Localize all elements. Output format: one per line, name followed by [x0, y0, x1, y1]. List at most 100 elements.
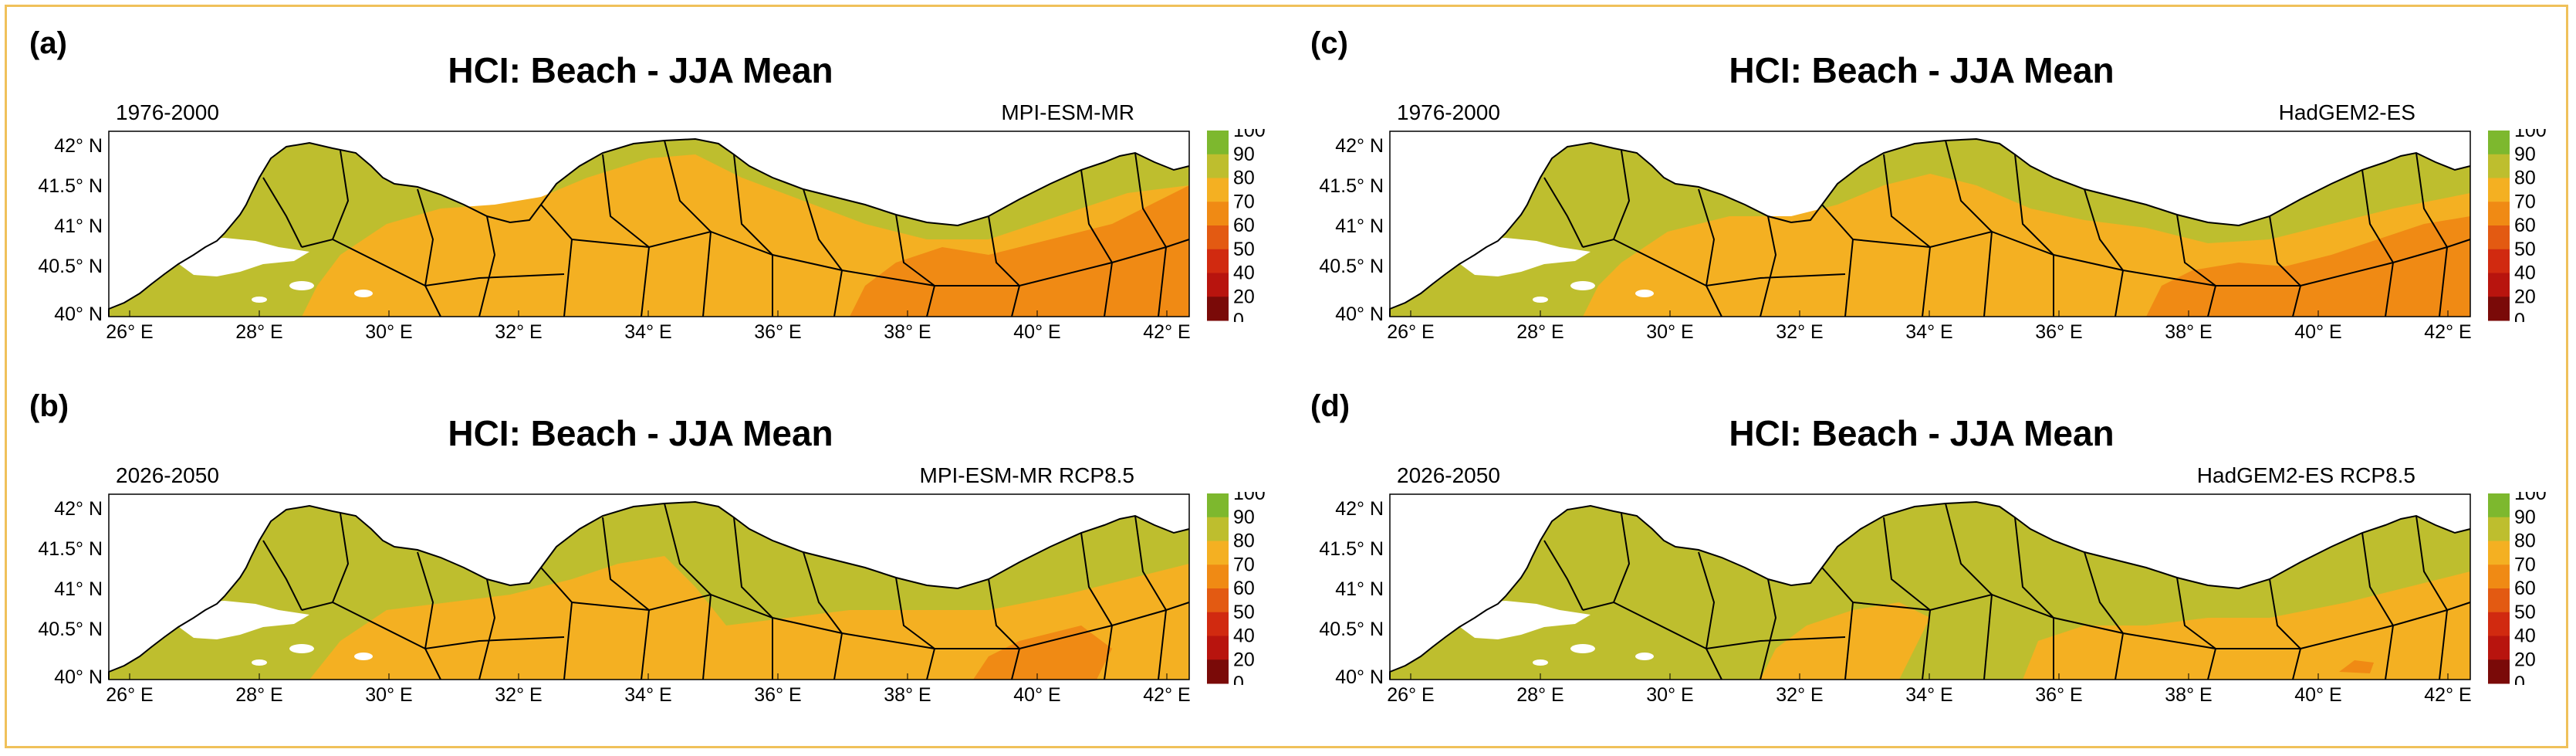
lat-tick-label: 42° N: [54, 498, 103, 520]
lat-tick-label: 42° N: [1335, 498, 1384, 520]
colorbar-band: [2488, 154, 2510, 178]
colorbar-tick-label: 0: [2514, 673, 2525, 685]
colorbar-tick-label: 90: [2514, 144, 2536, 165]
colorbar-band: [1207, 588, 1229, 613]
lat-tick-label: 40° N: [54, 666, 103, 688]
lon-tick-label: 38° E: [884, 684, 931, 706]
lon-tick-label: 34° E: [624, 321, 671, 343]
colorbar-band: [1207, 612, 1229, 636]
lon-tick-label: 40° E: [2294, 321, 2341, 343]
map-frame: [1389, 493, 2471, 680]
lon-tick-label: 36° E: [754, 684, 801, 706]
latitude-axis: 42° N 41.5° N 41° N 40.5° N 40° N: [1319, 135, 1384, 325]
lat-tick-label: 41.5° N: [38, 175, 103, 197]
colorbar-tick-label: 40: [2514, 625, 2536, 647]
colorbar-tick-label: 60: [2514, 578, 2536, 599]
colorbar-band: [1207, 636, 1229, 660]
colorbar-tick-label: 100: [2514, 492, 2547, 504]
colorbar-band: [1207, 659, 1229, 684]
colorbar-tick-label: 20: [2514, 286, 2536, 307]
lon-tick-label: 28° E: [1516, 321, 1564, 343]
panel-letter: (d): [1310, 389, 1351, 423]
colorbar-band: [2488, 249, 2510, 273]
latitude-axis: 42° N 41.5° N 41° N 40.5° N 40° N: [38, 498, 103, 688]
colorbar-band: [2488, 564, 2510, 589]
lon-tick-label: 28° E: [235, 321, 282, 343]
hot-zone: [850, 185, 1189, 317]
lat-tick-label: 41° N: [54, 578, 103, 600]
colorbar-band: [1207, 178, 1229, 202]
lat-tick-label: 41.5° N: [1319, 538, 1384, 560]
colorbar-band: [1207, 249, 1229, 273]
lon-tick-label: 38° E: [2165, 321, 2212, 343]
lat-tick-label: 40° N: [1335, 303, 1384, 325]
lon-tick-label: 30° E: [1646, 321, 1693, 343]
longitude-axis: 26° E 28° E 30° E 32° E 34° E 36° E 38° E 40° E…: [1387, 673, 2472, 706]
lat-tick-label: 40° N: [1335, 666, 1384, 688]
colorbar-tick-label: 40: [2514, 263, 2536, 284]
lat-tick-label: 41° N: [54, 215, 103, 237]
colorbar-tick-label: 100: [2514, 129, 2547, 141]
colorbar-tick-label: 50: [2514, 239, 2536, 260]
colorbar-tick-label: 0: [1233, 673, 1244, 685]
colorbar-tick-label: 40: [1233, 263, 1255, 284]
colorbar-tick-label: 70: [1233, 554, 1255, 575]
lat-tick-label: 40.5° N: [1319, 619, 1384, 640]
colorbar-tick-label: 20: [2514, 649, 2536, 670]
colorbar-tick-label: 70: [2514, 191, 2536, 212]
colorbar-band: [1207, 154, 1229, 178]
lon-tick-label: 38° E: [884, 321, 931, 343]
colorbar-band: [2488, 636, 2510, 660]
colorbar-tick-label: 60: [1233, 215, 1255, 236]
colorbar-band: [2488, 517, 2510, 541]
colorbar-tick-label: 0: [2514, 310, 2525, 322]
colorbar-band: [1207, 564, 1229, 589]
model-label: HadGEM2-ES: [2278, 100, 2415, 124]
longitude-axis: 26° E 28° E 30° E 32° E 34° E 36° E 38° E 40° E…: [106, 673, 1191, 706]
lon-tick-label: 34° E: [624, 684, 671, 706]
latitude-axis: 42° N 41.5° N 41° N 40.5° N 40° N: [1319, 498, 1384, 688]
colorbar-band: [1207, 517, 1229, 541]
lon-tick-label: 34° E: [1905, 321, 1952, 343]
panel-title: HCI: Beach - JJA Mean: [1729, 50, 2115, 90]
colorbar-band: [2488, 659, 2510, 684]
map-panel-3: (d) HCI: Beach - JJA Mean 2026-2050 HadG…: [1281, 363, 2562, 726]
period-label: 2026-2050: [1397, 463, 1500, 487]
hci-map: 26° E 28° E 30° E 32° E 34° E 36° E 38° E 40° E…: [38, 131, 1191, 343]
colorbar-tick-label: 80: [2514, 531, 2536, 552]
lat-tick-label: 40.5° N: [1319, 256, 1384, 277]
lon-tick-label: 32° E: [495, 321, 542, 343]
period-label: 2026-2050: [116, 463, 219, 487]
lon-tick-label: 36° E: [2035, 684, 2082, 706]
colorbar-tick-label: 0: [1233, 310, 1244, 322]
hci-map: 26° E 28° E 30° E 32° E 34° E 36° E 38° E 40° E…: [38, 493, 1191, 706]
longitude-axis: 26° E 28° E 30° E 32° E 34° E 36° E 38° E 40° E…: [1387, 310, 2472, 343]
colorbar-band: [2488, 225, 2510, 250]
colorbar-tick-label: 80: [1233, 168, 1255, 189]
period-label: 1976-2000: [116, 100, 219, 124]
lon-tick-label: 26° E: [1387, 684, 1434, 706]
lon-tick-label: 26° E: [1387, 321, 1434, 343]
province-boundaries: [108, 500, 1190, 680]
figure-frame: [5, 5, 2568, 748]
warm-zone: [1760, 571, 2470, 680]
colorbar-tick-label: 50: [1233, 602, 1255, 623]
lon-tick-label: 28° E: [235, 684, 282, 706]
colorbar-band: [1207, 541, 1229, 565]
colorbar-tick-label: 60: [1233, 578, 1255, 599]
colorbar-tick-label: 100: [1233, 129, 1266, 141]
lat-tick-label: 41° N: [1335, 578, 1384, 600]
lon-tick-label: 36° E: [2035, 321, 2082, 343]
colorbar-band: [2488, 493, 2510, 518]
lat-tick-label: 40.5° N: [38, 619, 103, 640]
lon-tick-label: 42° E: [1143, 684, 1190, 706]
colorbar-band: [1207, 297, 1229, 321]
panel-title: HCI: Beach - JJA Mean: [448, 50, 833, 90]
colorbar-band: [2488, 131, 2510, 155]
hci-map: 26° E 28° E 30° E 32° E 34° E 36° E 38° E 40° E…: [1319, 131, 2472, 343]
lon-tick-label: 30° E: [365, 321, 412, 343]
hci-map: 26° E 28° E 30° E 32° E 34° E 36° E 38° E 40° E…: [1319, 493, 2472, 706]
